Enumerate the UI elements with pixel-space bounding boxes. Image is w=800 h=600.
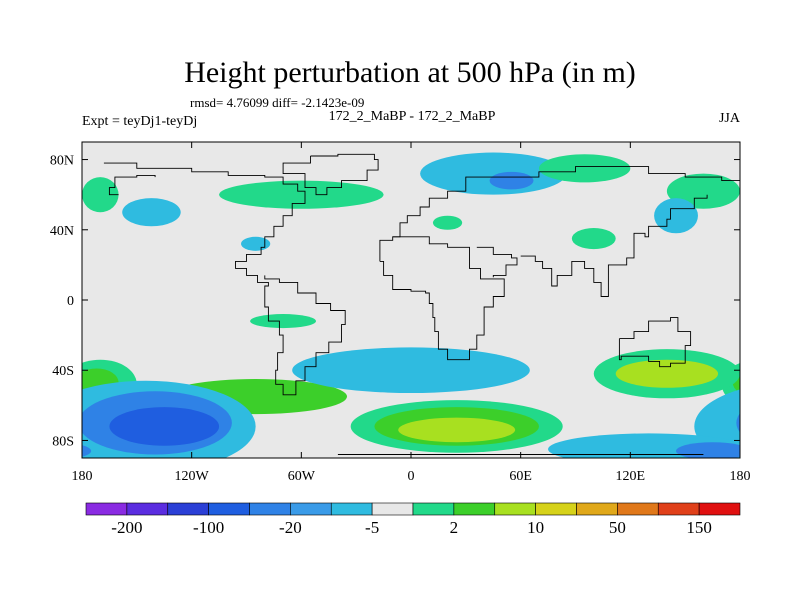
colorbar-swatch: [330, 502, 373, 516]
colorbar-label: -5: [365, 518, 379, 537]
coastline-path: [618, 317, 692, 368]
coastline-path: [520, 194, 708, 297]
contour-region: [432, 215, 463, 230]
x-tick-label: 60W: [288, 469, 316, 484]
x-axis: 180 120W 60W 0 60E 120E 180: [72, 142, 751, 484]
colorbar-swatch: [412, 502, 455, 516]
contour-region: [615, 359, 719, 388]
case-label: 172_2_MaBP - 172_2_MaBP: [329, 109, 496, 124]
colorbar-swatch: [208, 502, 250, 516]
contour-region: [122, 198, 181, 227]
colorbar-label: 2: [450, 518, 459, 537]
experiment-label: Expt = teyDj1-teyDj: [82, 114, 197, 129]
contour-fills: [82, 152, 740, 458]
colorbar-swatch: [657, 502, 700, 516]
colorbar-swatch: [290, 502, 332, 516]
contour-region: [241, 236, 271, 251]
contour-region: [292, 347, 530, 394]
contour-region: [571, 228, 616, 250]
coastline-path: [476, 246, 518, 278]
y-tick-label: 40N: [50, 224, 74, 239]
colorbar-swatch: [249, 502, 291, 516]
contour-region: [82, 177, 119, 213]
coastline-path: [103, 162, 346, 396]
contour-region-wrap: [82, 445, 92, 457]
contour-region-wrap: [82, 442, 92, 456]
contour-region: [398, 417, 516, 443]
x-tick-label: 180: [72, 469, 93, 484]
coastline-path: [392, 166, 740, 238]
contour-region: [654, 198, 698, 234]
contour-region: [489, 171, 534, 190]
colorbar-label: 50: [609, 518, 626, 537]
colorbar-swatch: [698, 502, 741, 516]
contour-region: [109, 407, 220, 446]
contour-region: [538, 154, 631, 183]
contour-region: [250, 314, 316, 329]
chart-title: Height perturbation at 500 hPa (in m): [184, 56, 636, 89]
contour-region: [219, 180, 384, 209]
season-label: JJA: [719, 111, 741, 126]
contour-region: [676, 442, 740, 458]
x-tick-label: 120W: [175, 469, 210, 484]
colorbar-swatch: [453, 502, 496, 516]
colorbar-swatch: [576, 502, 618, 516]
colorbar-swatch: [494, 502, 536, 516]
colorbar-swatch: [85, 502, 128, 516]
coastline-path: [379, 236, 505, 361]
coastline-path: [108, 174, 156, 196]
stats-label: rmsd= 4.76099 diff= -2.1423e-09: [190, 95, 364, 110]
colorbar: -200 -100 -20 -5 2 10 50 150: [85, 502, 741, 537]
colorbar-label: -20: [279, 518, 302, 537]
y-tick-label: 40S: [52, 364, 74, 379]
x-tick-label: 0: [408, 469, 415, 484]
colorbar-label: -100: [193, 518, 224, 537]
y-axis: 80N 40N 0 40S 80S: [50, 154, 740, 449]
coastline-path: [282, 153, 379, 196]
colorbar-label: 10: [527, 518, 544, 537]
y-tick-label: 80S: [52, 434, 74, 449]
colorbar-swatch: [617, 502, 659, 516]
y-tick-label: 80N: [50, 154, 74, 169]
colorbar-label: -200: [111, 518, 142, 537]
colorbar-swatch: [126, 502, 169, 516]
colorbar-swatch: [535, 502, 577, 516]
x-tick-label: 120E: [616, 469, 646, 484]
y-tick-label: 0: [67, 294, 74, 309]
colorbar-swatch: [371, 502, 414, 516]
colorbar-label: 150: [686, 518, 712, 537]
x-tick-label: 60E: [509, 469, 532, 484]
x-tick-label: 180: [730, 469, 751, 484]
colorbar-swatch: [167, 502, 209, 516]
contour-region-wrap: [736, 413, 740, 433]
